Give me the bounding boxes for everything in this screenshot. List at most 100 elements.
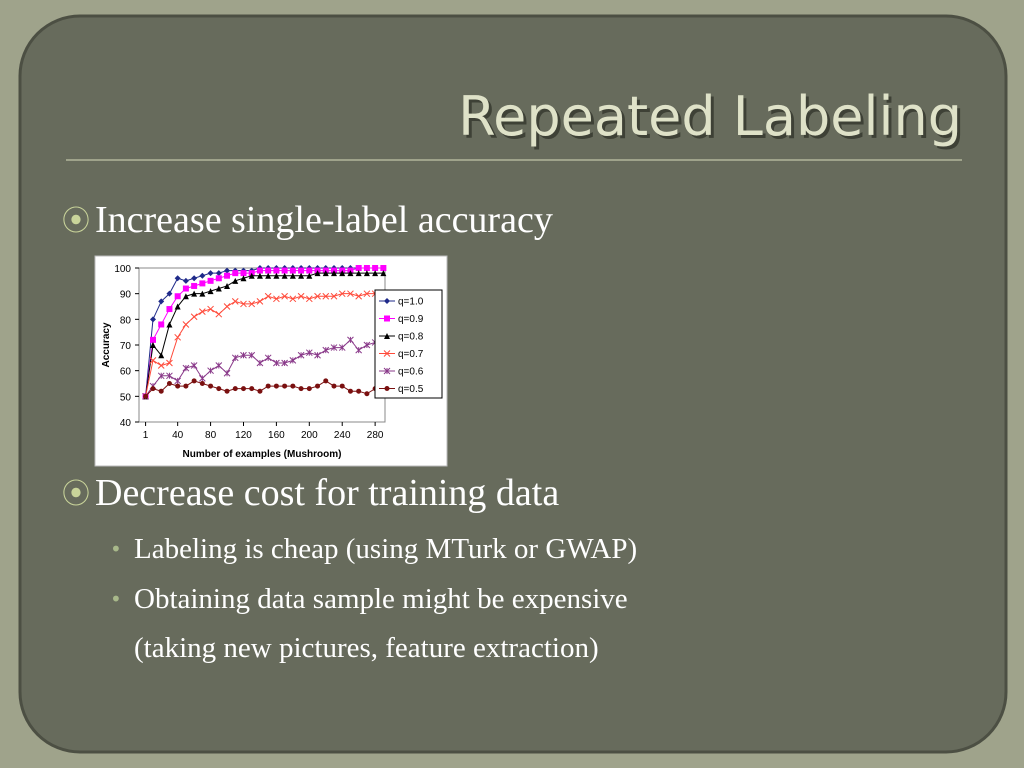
legend-marker	[383, 367, 391, 375]
legend-marker	[384, 386, 390, 391]
data-point	[248, 272, 255, 279]
legend-label: q=0.9	[398, 314, 424, 325]
data-point	[355, 270, 362, 277]
data-point	[281, 267, 288, 274]
data-point	[323, 378, 329, 384]
x-tick-label: 160	[268, 430, 285, 441]
data-point	[257, 388, 263, 394]
legend-marker	[384, 333, 390, 339]
data-point	[224, 272, 231, 279]
data-point	[166, 306, 173, 313]
data-point	[207, 270, 214, 277]
y-tick-label: 60	[120, 367, 132, 378]
x-tick-label: 200	[301, 430, 318, 441]
data-point	[182, 364, 190, 372]
data-point	[273, 295, 280, 303]
y-tick-label: 100	[114, 264, 131, 275]
data-point	[143, 393, 149, 399]
bullet-icon: ⦿	[62, 477, 90, 510]
data-point	[174, 333, 182, 341]
data-point	[314, 292, 321, 300]
data-point	[182, 277, 189, 284]
data-point	[174, 275, 181, 282]
data-point	[174, 293, 181, 300]
data-point	[289, 295, 297, 303]
x-tick-label: 120	[235, 430, 252, 441]
sub-bullet-icon: •	[110, 587, 122, 611]
chart: Accuracy Number of examples (Mushroom) 4…	[94, 255, 448, 467]
data-point	[198, 375, 206, 382]
data-point	[281, 272, 288, 279]
data-point	[223, 369, 231, 377]
data-point	[289, 267, 296, 274]
data-point	[281, 359, 288, 367]
data-point	[273, 267, 280, 274]
data-point	[290, 383, 296, 389]
data-point	[248, 300, 256, 308]
bullet: Increase single-label accuracy	[95, 199, 553, 241]
data-point	[249, 386, 255, 392]
bullet: Decrease cost for training data	[95, 472, 559, 514]
data-point	[273, 359, 280, 367]
data-point	[248, 351, 256, 359]
data-point	[306, 272, 313, 279]
legend-label: q=0.8	[398, 332, 424, 343]
data-point	[314, 351, 321, 359]
data-point	[240, 351, 247, 359]
data-point	[363, 341, 371, 349]
data-point	[347, 290, 354, 298]
data-point	[182, 321, 190, 328]
legend-marker	[384, 315, 390, 322]
data-point	[282, 383, 288, 389]
data-point	[330, 270, 337, 277]
data-point	[191, 275, 198, 282]
x-tick-label: 80	[205, 430, 217, 441]
legend-label: q=0.5	[398, 384, 424, 395]
y-tick-label: 40	[120, 418, 132, 429]
y-axis-label: Accuracy	[101, 322, 112, 367]
data-point	[158, 352, 165, 359]
data-point	[174, 303, 181, 310]
data-point	[208, 383, 214, 389]
data-point	[149, 357, 157, 364]
data-point	[158, 298, 165, 305]
legend-marker	[383, 350, 391, 357]
data-point	[297, 351, 305, 359]
data-point	[183, 383, 189, 389]
data-point	[231, 298, 239, 305]
data-point	[149, 342, 156, 348]
data-point	[264, 354, 272, 362]
data-point	[207, 288, 214, 295]
data-point	[149, 336, 156, 343]
legend-label: q=1.0	[398, 297, 424, 308]
data-point	[240, 300, 247, 308]
data-point	[182, 285, 189, 292]
data-point	[199, 290, 206, 297]
x-axis-label: Number of examples (Mushroom)	[183, 449, 342, 460]
data-point	[240, 270, 247, 277]
data-point	[322, 292, 330, 300]
bullet-icon: ⦿	[62, 204, 90, 237]
data-point	[331, 383, 337, 389]
data-point	[166, 321, 173, 328]
data-point	[240, 386, 246, 392]
data-point	[306, 386, 312, 392]
data-point	[298, 386, 304, 392]
data-point	[158, 388, 164, 394]
data-point	[207, 305, 214, 313]
data-point	[231, 354, 239, 362]
data-point	[338, 344, 346, 351]
data-point	[347, 336, 354, 344]
data-point	[306, 267, 313, 274]
data-point	[224, 282, 231, 289]
data-point	[363, 265, 370, 271]
data-point	[347, 270, 354, 277]
data-point	[215, 270, 222, 277]
slide-panel	[18, 14, 1008, 754]
data-point	[215, 285, 222, 292]
data-point	[232, 386, 238, 392]
data-point	[363, 290, 371, 298]
data-point	[215, 275, 222, 282]
data-point	[157, 372, 165, 380]
